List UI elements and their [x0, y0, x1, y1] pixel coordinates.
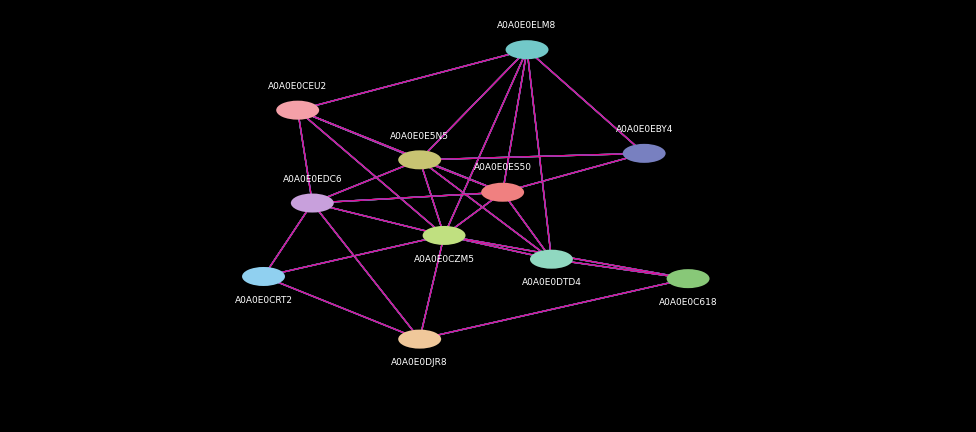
Text: A0A0E0EBY4: A0A0E0EBY4	[616, 125, 672, 134]
Circle shape	[667, 269, 710, 288]
Circle shape	[276, 101, 319, 120]
Circle shape	[423, 226, 466, 245]
Circle shape	[506, 40, 549, 59]
Circle shape	[398, 150, 441, 169]
Text: A0A0E0CZM5: A0A0E0CZM5	[414, 255, 474, 264]
Circle shape	[481, 183, 524, 202]
Circle shape	[623, 144, 666, 163]
Text: A0A0E0DJR8: A0A0E0DJR8	[391, 359, 448, 367]
Text: A0A0E0ES50: A0A0E0ES50	[473, 163, 532, 172]
Text: A0A0E0DTD4: A0A0E0DTD4	[521, 279, 582, 287]
Text: A0A0E0CEU2: A0A0E0CEU2	[268, 82, 327, 91]
Text: A0A0E0ELM8: A0A0E0ELM8	[498, 21, 556, 29]
Text: A0A0E0CRT2: A0A0E0CRT2	[234, 296, 293, 305]
Text: A0A0E0EDC6: A0A0E0EDC6	[282, 175, 343, 184]
Circle shape	[242, 267, 285, 286]
Text: A0A0E0E5N5: A0A0E0E5N5	[390, 132, 449, 140]
Text: A0A0E0C618: A0A0E0C618	[659, 298, 717, 307]
Circle shape	[530, 250, 573, 269]
Circle shape	[291, 194, 334, 213]
Circle shape	[398, 330, 441, 349]
